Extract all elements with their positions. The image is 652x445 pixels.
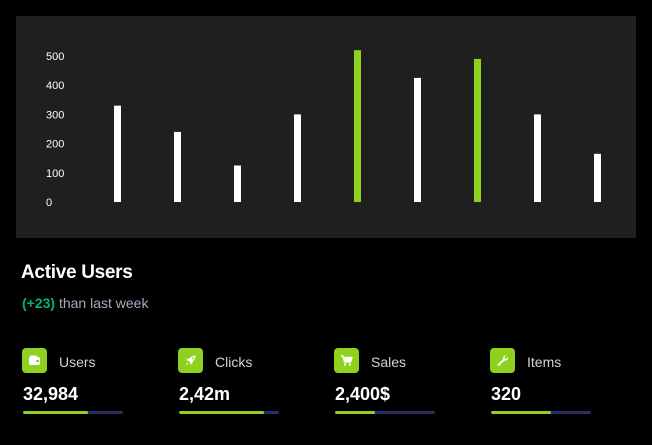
- progress-fill: [335, 411, 375, 414]
- chart-bar: [354, 50, 361, 202]
- stat-value: 32,984: [23, 384, 79, 404]
- chart-bar: [474, 58, 481, 202]
- cart-icon: [334, 348, 359, 373]
- progress-track: [23, 411, 123, 414]
- stat-value: 320: [491, 384, 522, 404]
- progress-fill: [491, 411, 551, 414]
- y-tick-label: 500: [46, 51, 64, 63]
- chart-bar: [534, 114, 541, 202]
- wallet-icon: [22, 348, 47, 373]
- chart-bar: [414, 77, 421, 202]
- progress-track: [179, 411, 279, 414]
- chart-bar: [174, 131, 181, 202]
- y-tick-label: 300: [46, 109, 64, 121]
- stat-label: Users: [59, 354, 96, 370]
- chart-bar: [234, 165, 241, 202]
- stat-value: 2,42m: [179, 384, 231, 404]
- bar-chart-svg: 0 100 200 300 400 500: [46, 50, 601, 209]
- stat-label: Sales: [371, 354, 407, 370]
- chart-bar: [114, 105, 121, 202]
- stat-label: Items: [527, 354, 562, 370]
- progress-fill: [179, 411, 264, 414]
- y-tick-label: 0: [46, 197, 52, 209]
- chart-bar: [294, 114, 301, 202]
- chart-bar: [594, 153, 601, 202]
- card-title: Active Users: [21, 262, 133, 283]
- card-subtitle: (+23) than last week: [22, 295, 148, 311]
- progress-fill: [23, 411, 88, 414]
- rocket-icon: [178, 348, 203, 373]
- y-tick-label: 400: [46, 80, 64, 92]
- y-tick-label: 200: [46, 139, 64, 151]
- stat-value: 2,400$: [335, 384, 391, 404]
- weekly-delta: (+23): [22, 295, 56, 311]
- subtitle-text: than last week: [55, 295, 149, 311]
- stat-label: Clicks: [215, 354, 253, 370]
- y-tick-label: 100: [46, 168, 64, 180]
- progress-track: [491, 411, 591, 414]
- wrench-icon: [490, 348, 515, 373]
- active-users-chart: 0 100 200 300 400 500: [16, 16, 636, 238]
- progress-track: [335, 411, 435, 414]
